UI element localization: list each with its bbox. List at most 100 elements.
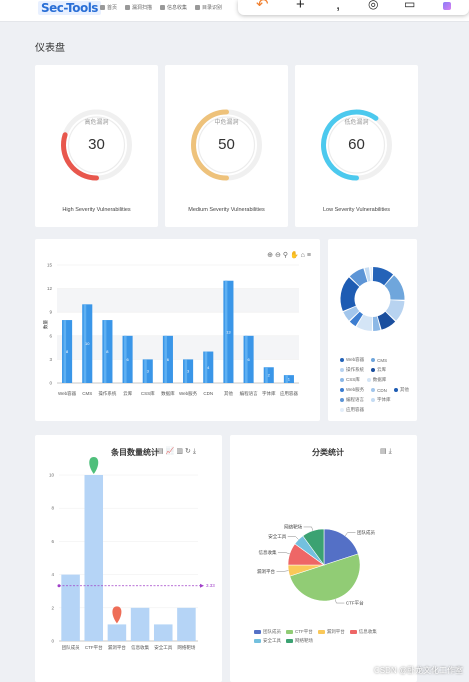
legend-item[interactable]: 云库 <box>371 367 386 373</box>
legend-item[interactable]: Web服务 <box>340 387 364 393</box>
donut-slice[interactable] <box>370 267 373 282</box>
gauge-inner <box>67 116 126 174</box>
legend-swatch <box>340 368 344 372</box>
bar-chart-icon[interactable]: ▥ <box>176 448 183 455</box>
legend-item[interactable]: 操作系统 <box>340 367 364 373</box>
app-icon[interactable] <box>443 2 451 10</box>
comma-icon[interactable]: , <box>336 0 341 13</box>
legend-label: 其他 <box>399 387 409 392</box>
logo[interactable]: Sec-Tools <box>38 1 101 15</box>
donut-slice[interactable] <box>343 306 360 321</box>
x-tick-label: 信息收集 <box>131 644 149 651</box>
data-view-icon[interactable]: ▤ <box>157 448 164 455</box>
plus-icon[interactable]: + <box>296 0 305 13</box>
bar[interactable] <box>102 320 113 383</box>
bar[interactable] <box>263 367 274 383</box>
legend-swatch <box>317 630 325 634</box>
legend-item[interactable]: 应用容器 <box>340 407 364 413</box>
bar-value-label: 1 <box>288 377 291 382</box>
bar[interactable] <box>243 335 254 383</box>
y-tick-label: 6 <box>49 333 52 338</box>
pie-slice[interactable] <box>289 553 361 602</box>
pin-marker[interactable] <box>89 457 99 474</box>
bar[interactable] <box>162 335 173 383</box>
donut-slice[interactable] <box>356 314 373 331</box>
nav-item-home[interactable]: 首页 <box>100 4 117 11</box>
zoom-out-icon[interactable]: ⊖ <box>274 252 281 259</box>
home-icon[interactable]: ⌂ <box>300 252 305 259</box>
pan-icon[interactable]: ✋ <box>289 252 299 259</box>
legend-item[interactable]: CMS <box>371 357 387 363</box>
donut-slice[interactable] <box>385 300 405 321</box>
bar[interactable] <box>122 335 133 383</box>
donut-slice[interactable] <box>349 268 368 287</box>
bar[interactable] <box>61 574 80 641</box>
donut-slice[interactable] <box>372 316 381 331</box>
download-icon[interactable]: ⤓ <box>388 448 392 455</box>
legend-swatch <box>371 388 376 392</box>
bar[interactable] <box>153 624 173 641</box>
window-icon[interactable]: ▭ <box>404 0 416 11</box>
target-icon[interactable]: ◎ <box>368 0 379 11</box>
donut-slice[interactable] <box>384 275 405 300</box>
legend-item[interactable]: 安全工具 <box>254 638 281 644</box>
legend-label: 信息收集 <box>358 629 377 634</box>
nav-item-info[interactable]: 信息收集 <box>160 4 187 11</box>
legend-item[interactable]: CDN <box>371 387 387 393</box>
donut-slice[interactable] <box>349 311 363 327</box>
download-icon[interactable]: ⤓ <box>192 448 196 455</box>
bar[interactable] <box>203 351 214 383</box>
label-leader-line <box>344 532 356 537</box>
donut-slice[interactable] <box>364 267 371 282</box>
legend-swatch <box>286 639 293 643</box>
legend-item[interactable]: 数据库 <box>366 377 386 383</box>
legend-item[interactable]: 信息收集 <box>349 629 377 635</box>
bar[interactable] <box>62 320 73 383</box>
bar-highlight <box>245 335 248 383</box>
legend-item[interactable]: 团队成员 <box>254 629 281 635</box>
pie-slice[interactable] <box>302 528 325 566</box>
legend-item[interactable]: CSS库 <box>340 377 360 383</box>
donut-slice[interactable] <box>340 277 360 311</box>
x-tick-label: 漏洞平台 <box>108 644 126 651</box>
undo-icon[interactable]: ↶ <box>256 0 269 13</box>
donut-slice[interactable] <box>377 311 396 330</box>
search-icon[interactable]: ⚲ <box>282 252 288 259</box>
bar[interactable] <box>283 375 294 383</box>
bar[interactable] <box>177 607 196 641</box>
legend-item[interactable]: 其他 <box>393 387 409 393</box>
chart-toolbox: ⊕ ⊖ ⚲ ✋ ⌂ ≡ <box>267 252 311 259</box>
label-leader-line <box>303 526 314 531</box>
bar[interactable] <box>183 359 194 383</box>
bar[interactable] <box>107 624 127 641</box>
gauge-footer: High Severity Vulnerabilities <box>62 207 131 213</box>
legend-item[interactable]: 编程语言 <box>340 397 364 403</box>
data-view-icon[interactable]: ▤ <box>380 448 387 455</box>
nav-item-scan[interactable]: 漏洞扫描 <box>125 4 152 11</box>
gauge-value: 50 <box>218 136 235 153</box>
refresh-icon[interactable]: ↻ <box>184 448 191 455</box>
legend-item[interactable]: Web容器 <box>340 357 364 363</box>
bar-value-label: 8 <box>106 349 109 354</box>
bar[interactable] <box>223 280 234 383</box>
bar[interactable] <box>82 304 93 383</box>
bar[interactable] <box>142 359 153 383</box>
y-tick-label: 15 <box>47 263 53 268</box>
legend-item[interactable]: 网络靶场 <box>286 638 313 644</box>
nav-item-dir[interactable]: 目录识别 <box>195 4 222 11</box>
bar[interactable] <box>84 475 104 641</box>
legend-item[interactable]: 漏洞平台 <box>317 629 345 635</box>
legend-item[interactable]: CTF平台 <box>286 629 313 635</box>
gauge-inner <box>327 116 386 174</box>
slice-label: 安全工具 <box>268 533 286 540</box>
zoom-in-icon[interactable]: ⊕ <box>267 252 273 259</box>
donut-slice[interactable] <box>372 267 394 286</box>
bar[interactable] <box>130 607 150 641</box>
y-tick-label: 8 <box>51 506 54 511</box>
bar-value-label: 3 <box>147 369 150 374</box>
menu-icon[interactable]: ≡ <box>306 252 311 259</box>
pin-marker[interactable] <box>112 606 122 624</box>
legend-item[interactable]: 字体库 <box>371 397 391 403</box>
line-chart-icon[interactable]: 📈 <box>165 448 175 455</box>
x-tick-label: 安全工具 <box>154 644 172 651</box>
